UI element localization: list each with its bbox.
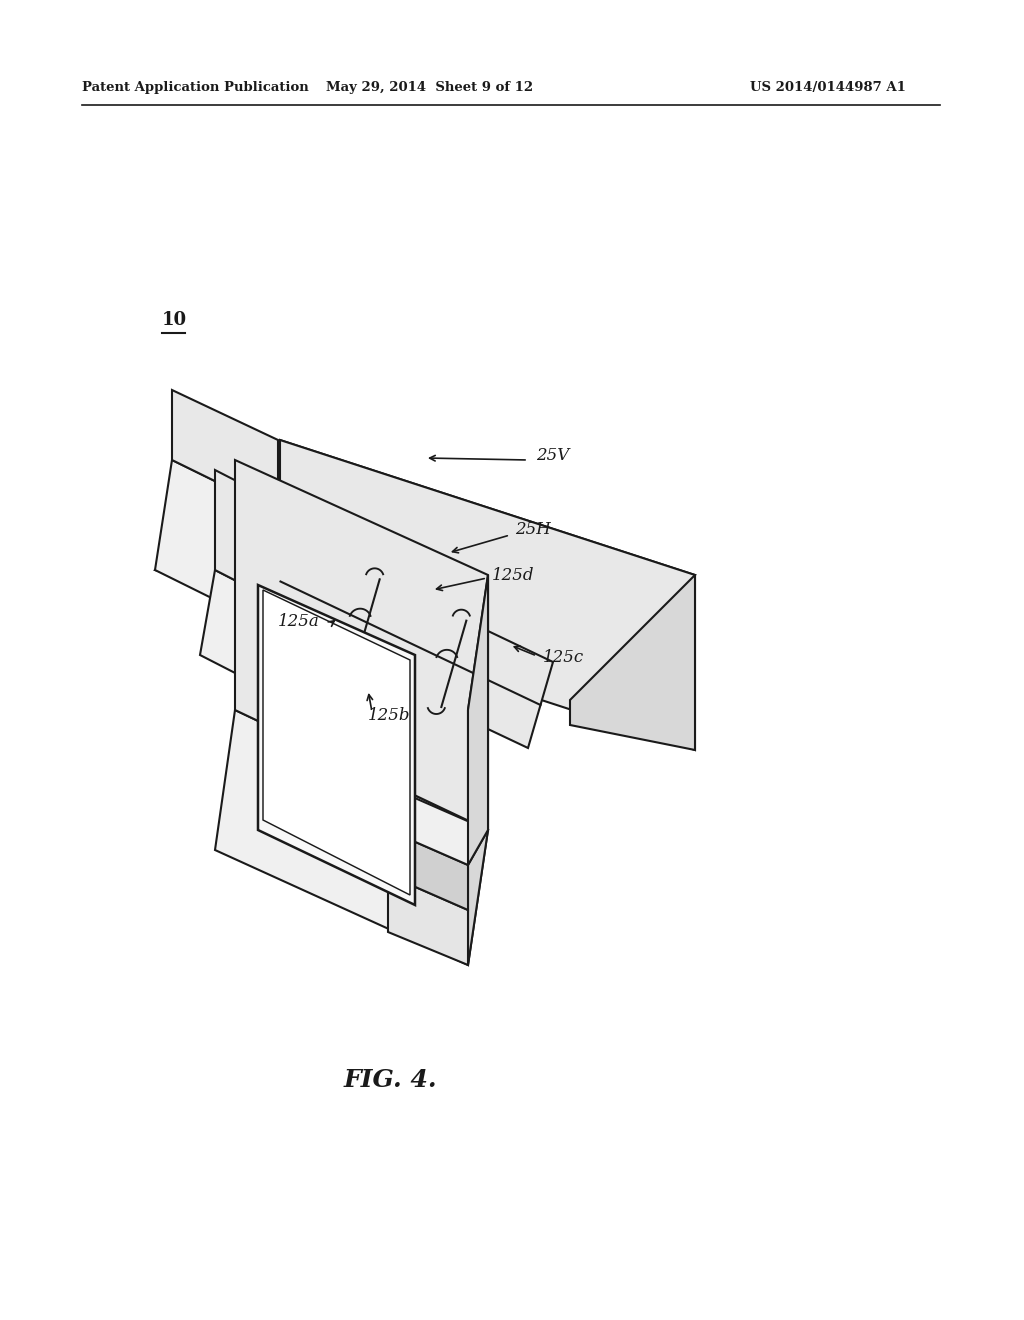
Text: 10: 10 <box>162 312 187 329</box>
Text: 25H: 25H <box>515 521 551 539</box>
Polygon shape <box>234 459 488 830</box>
Text: 25V: 25V <box>536 446 569 463</box>
Polygon shape <box>215 470 293 610</box>
Polygon shape <box>388 875 468 965</box>
Polygon shape <box>280 440 695 750</box>
Polygon shape <box>388 795 488 865</box>
Text: Patent Application Publication: Patent Application Publication <box>82 82 309 95</box>
Polygon shape <box>268 539 553 748</box>
Polygon shape <box>258 585 415 906</box>
Polygon shape <box>570 576 695 750</box>
Text: US 2014/0144987 A1: US 2014/0144987 A1 <box>750 82 906 95</box>
Polygon shape <box>215 710 488 965</box>
Polygon shape <box>388 830 468 909</box>
Text: 125d: 125d <box>492 566 535 583</box>
Polygon shape <box>172 389 278 512</box>
Polygon shape <box>155 459 278 622</box>
Polygon shape <box>468 576 488 965</box>
Text: 125b: 125b <box>368 706 411 723</box>
Text: FIG. 4.: FIG. 4. <box>343 1068 437 1092</box>
Polygon shape <box>200 570 293 696</box>
Polygon shape <box>260 512 278 622</box>
Text: 125a: 125a <box>278 614 319 631</box>
Polygon shape <box>278 610 293 696</box>
Polygon shape <box>155 440 695 700</box>
Polygon shape <box>468 576 488 865</box>
Text: 125c: 125c <box>543 649 584 667</box>
Polygon shape <box>263 590 410 895</box>
Text: May 29, 2014  Sheet 9 of 12: May 29, 2014 Sheet 9 of 12 <box>327 82 534 95</box>
